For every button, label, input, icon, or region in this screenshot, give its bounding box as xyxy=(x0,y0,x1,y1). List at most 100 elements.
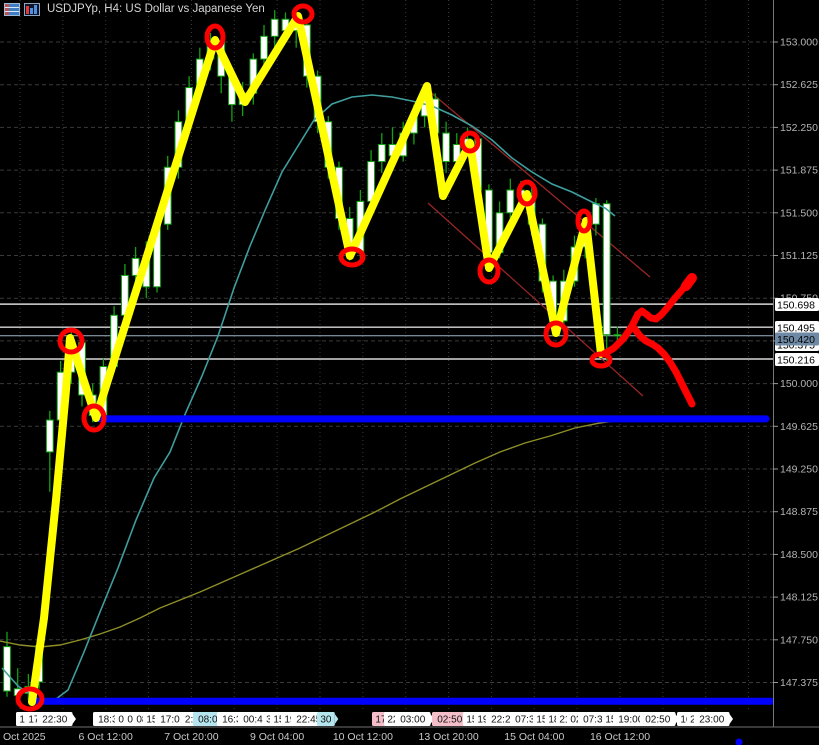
price-badge-label: 150.698 xyxy=(777,300,815,312)
red-circle[interactable] xyxy=(338,246,366,268)
time-badge-label: 22 xyxy=(387,715,399,726)
time-badge-label: 02:50 xyxy=(645,715,670,726)
time-badge-label: 2 xyxy=(690,715,696,726)
time-badge-label: 2:5 xyxy=(185,715,199,726)
candle-body xyxy=(260,35,268,60)
price-tick-label: 149.250 xyxy=(780,464,818,476)
time-badge-label: 16 xyxy=(680,715,692,726)
candle-body xyxy=(131,257,140,276)
red-circle[interactable] xyxy=(459,130,481,154)
time-badge xyxy=(694,712,730,726)
date-label: 16 Oct 12:00 xyxy=(590,731,650,743)
price-tick-label: 150.000 xyxy=(780,378,818,390)
price-tick-label: 153.000 xyxy=(780,37,818,49)
blue-support-lines[interactable] xyxy=(29,415,775,745)
candle-body xyxy=(613,334,622,337)
ma-teal xyxy=(1,94,616,703)
blue-line-handle[interactable] xyxy=(735,738,743,745)
time-badge-label: 22:2 xyxy=(491,715,511,726)
time-badge-label: 16:3 xyxy=(222,715,242,726)
time-badge-label: 15 xyxy=(146,715,158,726)
time-badge-label: 08:0 xyxy=(198,715,218,726)
yellow-trend-drawing[interactable] xyxy=(28,12,605,706)
yellow-zigzag[interactable] xyxy=(28,12,605,706)
price-level-badge xyxy=(775,298,819,311)
time-badge-tip xyxy=(729,714,733,724)
ma-teal-line xyxy=(1,94,616,703)
red-circle[interactable] xyxy=(477,257,501,285)
time-badge-label: 15 xyxy=(605,715,617,726)
candle-body xyxy=(45,419,54,453)
market-watch-icon[interactable] xyxy=(4,2,20,16)
time-axis-labels: Oct 2025 6 Oct 12:00 7 Oct 20:00 9 Oct 04:0… xyxy=(3,731,650,743)
date-label: 13 Oct 20:00 xyxy=(419,731,479,743)
chart-bars-icon[interactable] xyxy=(24,2,40,16)
candle-body xyxy=(592,203,600,225)
channel-line[interactable] xyxy=(427,89,651,278)
grid xyxy=(0,0,773,710)
time-badge-label: 07:3 xyxy=(583,715,603,726)
time-badge xyxy=(317,712,335,726)
price-tick-label: 151.875 xyxy=(780,165,818,177)
candle-body xyxy=(377,143,386,163)
red-forecast-stroke[interactable] xyxy=(600,276,695,358)
red-circle[interactable] xyxy=(516,179,538,207)
ma-olive xyxy=(0,418,636,648)
time-badge-label: 18 xyxy=(548,715,560,726)
time-badge-label: 15 xyxy=(466,715,478,726)
price-tick-label: 151.125 xyxy=(780,250,818,262)
price-level-badge xyxy=(775,353,819,366)
date-label: 15 Oct 04:00 xyxy=(504,731,564,743)
time-badge xyxy=(578,712,608,726)
red-forecast-stroke[interactable] xyxy=(681,273,697,291)
time-badge xyxy=(486,712,516,726)
price-badge-label: 150.495 xyxy=(777,323,815,335)
time-badge-label: 00:45 xyxy=(243,715,268,726)
time-badge-label: 02:50 xyxy=(437,715,462,726)
bid-price-badge xyxy=(775,332,819,346)
time-badge-label: 19 xyxy=(477,715,489,726)
red-circle-annotations[interactable] xyxy=(15,3,613,712)
time-badge-label: 15 xyxy=(273,715,285,726)
red-arrow-drawing[interactable] xyxy=(600,273,697,408)
candle-body xyxy=(602,203,611,336)
red-circle[interactable] xyxy=(81,403,107,433)
time-badge-label: 22:45 xyxy=(296,715,321,726)
time-badge-label: 17 xyxy=(28,715,40,726)
price-badge-label: 150.420 xyxy=(777,334,815,346)
ma-olive-line xyxy=(0,418,636,648)
time-badge xyxy=(395,712,431,726)
time-badge-label: 19 xyxy=(284,715,296,726)
time-badge-label: 30 xyxy=(320,715,332,726)
red-circle[interactable] xyxy=(543,320,569,348)
price-level-badge xyxy=(775,321,819,334)
date-label: 10 Oct 12:00 xyxy=(333,731,393,743)
date-label: 7 Oct 20:00 xyxy=(164,731,218,743)
time-badge xyxy=(613,712,649,726)
candle-body xyxy=(3,646,11,692)
time-badge-label: 19:00 xyxy=(618,715,643,726)
time-badge-tip xyxy=(334,714,339,724)
candle-body xyxy=(442,132,451,163)
price-tick-label: 148.875 xyxy=(780,506,818,518)
time-badge-label: 02 xyxy=(570,715,582,726)
time-badge-label: 17:05 xyxy=(160,715,185,726)
time-badge xyxy=(432,712,468,726)
red-circle[interactable] xyxy=(15,686,45,712)
time-badge xyxy=(510,712,540,726)
red-forecast-stroke[interactable] xyxy=(630,324,696,408)
red-circle[interactable] xyxy=(291,3,315,25)
time-badge xyxy=(640,712,676,726)
candle-body xyxy=(506,189,515,214)
red-circle[interactable] xyxy=(575,208,593,234)
price-tick-label: 148.125 xyxy=(780,592,818,604)
red-circle[interactable] xyxy=(57,327,85,355)
date-label: 6 Oct 12:00 xyxy=(79,731,133,743)
red-circle[interactable] xyxy=(204,23,226,51)
price-tick-label: 152.625 xyxy=(780,79,818,91)
time-badge xyxy=(193,712,223,726)
time-badge-label: 15 xyxy=(536,715,548,726)
